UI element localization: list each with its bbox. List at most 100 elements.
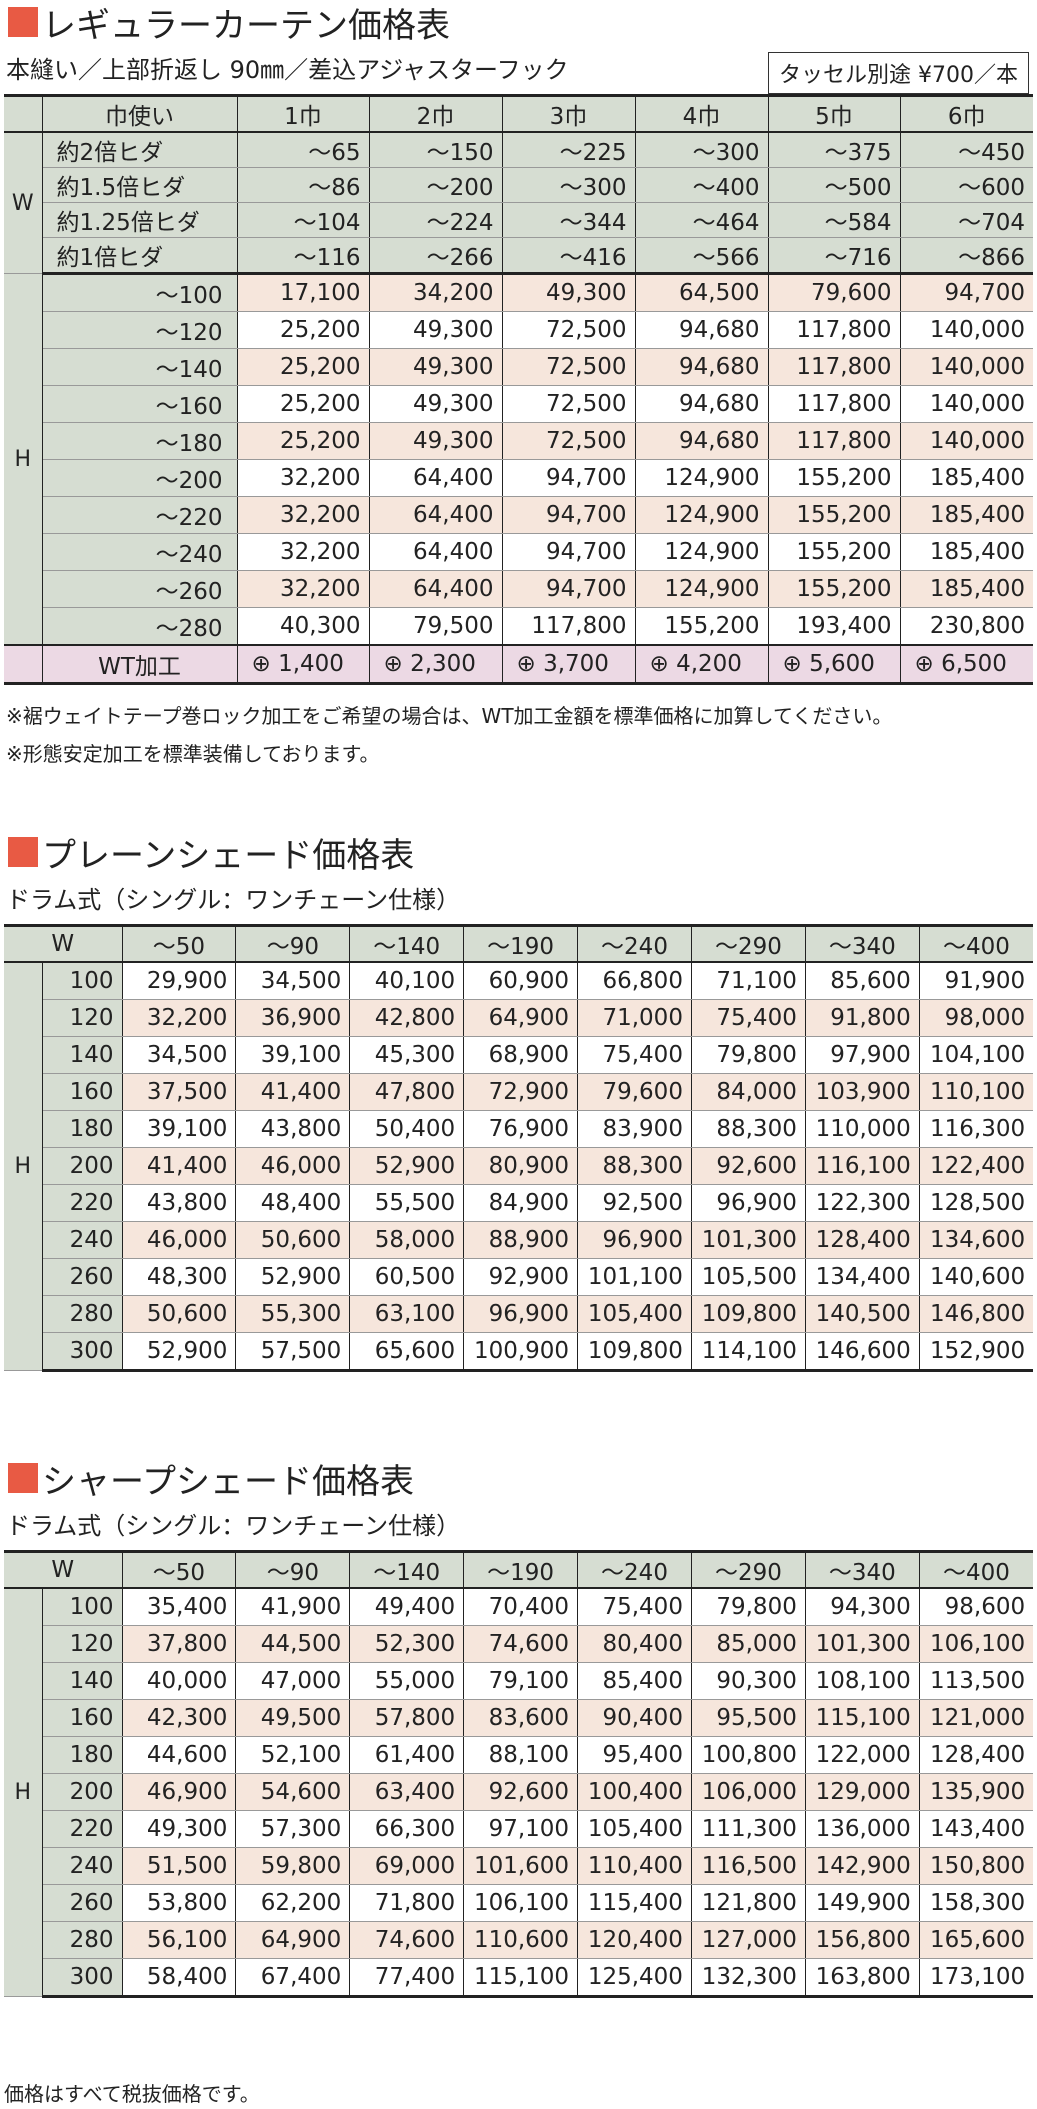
- cell: 79,500: [368, 607, 502, 646]
- cell: 125,400: [577, 1958, 692, 1998]
- row-label: ～200: [42, 459, 237, 497]
- cell: 66,300: [349, 1810, 464, 1848]
- h-axis-label: H: [4, 1588, 43, 1997]
- row-label: 280: [42, 1295, 122, 1333]
- cell: 94,680: [634, 385, 768, 423]
- cell: 69,000: [349, 1847, 464, 1885]
- cell: 64,400: [368, 533, 502, 571]
- header-cell: 6巾: [899, 94, 1033, 133]
- cell: 134,600: [918, 1221, 1034, 1259]
- cell: 55,000: [349, 1662, 464, 1700]
- row-label: 140: [42, 1036, 122, 1074]
- cell: 155,200: [767, 459, 900, 497]
- cell: 94,700: [501, 496, 635, 534]
- cell: ～584: [767, 202, 900, 238]
- cell: 50,400: [349, 1110, 464, 1148]
- title-marker-icon: [8, 837, 38, 867]
- cell: 41,900: [235, 1588, 350, 1626]
- cell: 46,000: [121, 1221, 236, 1259]
- cell: 50,600: [235, 1221, 350, 1259]
- header-cell: ～190: [463, 924, 578, 963]
- cell: 124,900: [634, 459, 768, 497]
- cell: 152,900: [918, 1332, 1034, 1372]
- row-label: 160: [42, 1699, 122, 1737]
- cell: 60,500: [349, 1258, 464, 1296]
- cell: 75,400: [690, 999, 806, 1037]
- cell: 49,300: [368, 311, 502, 349]
- row-label: 200: [42, 1773, 122, 1811]
- cell: 79,600: [767, 273, 900, 312]
- cell: 173,100: [918, 1958, 1034, 1998]
- cell: 106,000: [690, 1773, 806, 1811]
- cell: 128,400: [804, 1221, 920, 1259]
- cell: 52,900: [121, 1332, 236, 1372]
- cell: 95,400: [577, 1736, 692, 1774]
- header-cell: ～290: [690, 924, 806, 963]
- cell: 25,200: [236, 311, 369, 349]
- table-row: 300 58,400 67,400 77,400 115,100 125,400 132,3…: [4, 1958, 1034, 1998]
- cell: 49,500: [235, 1699, 350, 1737]
- cell: 100,900: [463, 1332, 578, 1372]
- cell: 40,000: [121, 1662, 236, 1700]
- cell: 117,800: [501, 607, 635, 646]
- cell: 51,500: [121, 1847, 236, 1885]
- row-label: 260: [42, 1884, 122, 1922]
- cell: 80,400: [577, 1625, 692, 1663]
- row-label: 280: [42, 1921, 122, 1959]
- cell: 140,500: [804, 1295, 920, 1333]
- cell: 83,600: [463, 1699, 578, 1737]
- cell: 43,800: [121, 1184, 236, 1222]
- cell: 44,500: [235, 1625, 350, 1663]
- cell: 64,500: [634, 273, 768, 312]
- cell: 111,300: [690, 1810, 806, 1848]
- cell: 65,600: [349, 1332, 464, 1372]
- cell: 37,800: [121, 1625, 236, 1663]
- row-label: 約1.5倍ヒダ: [42, 167, 237, 203]
- cell: ⊕ 3,700: [501, 644, 635, 685]
- cell: 49,400: [349, 1588, 464, 1626]
- cell: 155,200: [767, 533, 900, 571]
- cell: 85,400: [577, 1662, 692, 1700]
- cell: 105,400: [577, 1810, 692, 1848]
- cell: 163,800: [804, 1958, 920, 1998]
- cell: 135,900: [918, 1773, 1034, 1811]
- cell: 155,200: [634, 607, 768, 646]
- cell: 94,700: [501, 533, 635, 571]
- cell: 185,400: [899, 459, 1033, 497]
- cell: 88,900: [463, 1221, 578, 1259]
- cell: ～464: [634, 202, 768, 238]
- cell: 127,000: [690, 1921, 806, 1959]
- cell: 105,500: [690, 1258, 806, 1296]
- cell: 84,900: [463, 1184, 578, 1222]
- cell: ～266: [368, 237, 502, 275]
- cell: 185,400: [899, 533, 1033, 571]
- cell: 158,300: [918, 1884, 1034, 1922]
- cell: 50,600: [121, 1295, 236, 1333]
- cell: 48,300: [121, 1258, 236, 1296]
- plain-shade-title: プレーンシェード価格表: [8, 832, 414, 876]
- row-label: 160: [42, 1073, 122, 1111]
- cell: ～225: [501, 132, 635, 168]
- row-label: ～120: [42, 311, 237, 349]
- cell: ⊕ 5,600: [767, 644, 900, 685]
- plain-shade-subtitle: ドラム式（シングル：ワンチェーン仕様）: [6, 886, 461, 914]
- cell: 105,400: [577, 1295, 692, 1333]
- table-row: H ～100 17,100 34,200 49,300 64,500 79,600 94,70…: [4, 273, 1033, 646]
- cell: 122,000: [804, 1736, 920, 1774]
- table-row: ～160 25,200 49,300 72,500 94,680 117,800 140,0…: [4, 385, 1033, 423]
- cell: 92,600: [690, 1147, 806, 1185]
- cell: 52,100: [235, 1736, 350, 1774]
- row-label: ～260: [42, 570, 237, 608]
- cell: 140,000: [899, 422, 1033, 460]
- cell: 134,400: [804, 1258, 920, 1296]
- cell: ～500: [767, 167, 900, 203]
- cell: 75,400: [577, 1036, 692, 1074]
- cell: 47,000: [235, 1662, 350, 1700]
- cell: 124,900: [634, 533, 768, 571]
- cell: ～224: [368, 202, 502, 238]
- sharp-header-row: W ～50 ～90 ～140 ～190 ～240 ～290 ～340 ～400: [4, 1550, 1034, 1589]
- header-cell: ～340: [804, 924, 920, 963]
- row-label: 300: [42, 1332, 122, 1372]
- cell: 114,100: [690, 1332, 806, 1372]
- cell: 70,400: [463, 1588, 578, 1626]
